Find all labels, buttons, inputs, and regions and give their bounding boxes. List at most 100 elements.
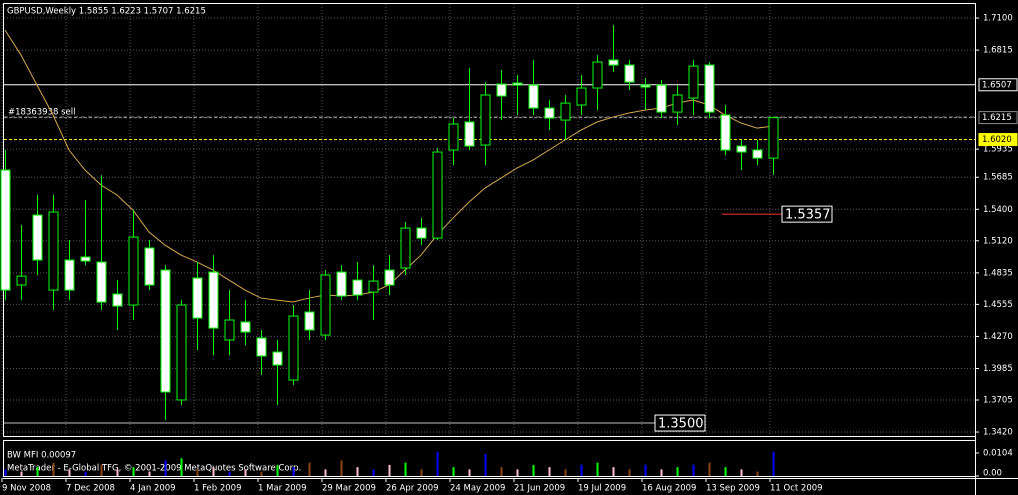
mfi-bar bbox=[484, 453, 487, 476]
candle-body bbox=[672, 94, 683, 113]
price-label-box bbox=[654, 414, 706, 432]
mfi-bar bbox=[228, 471, 231, 476]
order-label: #18363938 sell bbox=[8, 108, 75, 118]
price-line-box bbox=[978, 78, 1018, 92]
price-label-box bbox=[781, 205, 833, 223]
x-tick-label: 26 Apr 2009 bbox=[386, 484, 439, 494]
y-tick-label: 1.7100 bbox=[983, 14, 1013, 24]
candle-body bbox=[256, 337, 267, 357]
candle-body bbox=[752, 149, 763, 159]
mfi-bar bbox=[596, 462, 599, 476]
candle-body bbox=[32, 214, 43, 261]
candle-body bbox=[64, 259, 75, 291]
candle-body bbox=[640, 84, 651, 88]
candle-body bbox=[208, 271, 219, 329]
mfi-bar bbox=[212, 467, 215, 476]
mfi-bar bbox=[676, 467, 679, 476]
mfi-bar bbox=[580, 464, 583, 476]
mfi-bar bbox=[708, 462, 711, 476]
mfi-bar bbox=[436, 451, 439, 476]
candle-body bbox=[480, 94, 491, 146]
candle-body bbox=[320, 274, 331, 336]
candle-body bbox=[336, 271, 347, 297]
x-tick-label: 24 May 2009 bbox=[450, 484, 505, 494]
mfi-bar bbox=[564, 469, 567, 476]
candle-body bbox=[304, 311, 315, 331]
candle-body bbox=[720, 114, 731, 151]
mfi-bar bbox=[356, 467, 359, 476]
x-tick-label: 16 Aug 2009 bbox=[642, 484, 696, 494]
candle-body bbox=[656, 84, 667, 113]
candle-body bbox=[464, 121, 475, 147]
candle-body bbox=[576, 87, 587, 106]
y-tick-label: 1.3420 bbox=[983, 428, 1013, 438]
x-tick-label: 7 Dec 2008 bbox=[66, 484, 115, 494]
x-tick-label: 11 Oct 2009 bbox=[770, 484, 823, 494]
candle-body bbox=[224, 319, 235, 341]
candle-body bbox=[560, 102, 571, 121]
candle-body bbox=[496, 83, 507, 97]
mfi-bar bbox=[4, 469, 7, 476]
mfi-bar bbox=[724, 467, 727, 476]
price-line-box bbox=[978, 111, 1018, 125]
candle-body bbox=[512, 82, 523, 86]
mfi-bar bbox=[388, 464, 391, 476]
mfi-bar bbox=[244, 469, 247, 476]
candle-body bbox=[528, 84, 539, 109]
y-tick-label: 1.5400 bbox=[983, 205, 1013, 215]
mfi-bar bbox=[116, 469, 119, 476]
price-line-label: 1.6020 bbox=[982, 135, 1012, 145]
mfi-bar bbox=[324, 469, 327, 476]
indicator-tick-label: 0.0104 bbox=[983, 448, 1013, 458]
candle-body bbox=[240, 321, 251, 333]
mfi-bar bbox=[756, 471, 759, 476]
candle-body bbox=[48, 211, 59, 291]
candle-body bbox=[368, 280, 379, 293]
x-tick-label: 19 Jul 2009 bbox=[578, 484, 626, 494]
mfi-bar bbox=[164, 460, 167, 476]
candle-body bbox=[432, 151, 443, 239]
mfi-bar bbox=[68, 469, 71, 476]
mfi-bar bbox=[132, 467, 135, 476]
header: GBPUSD,Weekly 1.5855 1.6223 1.5707 1.621… bbox=[7, 7, 206, 17]
mfi-bar bbox=[100, 464, 103, 476]
y-tick-label: 1.4835 bbox=[983, 268, 1013, 278]
candle-body bbox=[768, 117, 779, 159]
candle-body bbox=[352, 279, 363, 296]
candle-body bbox=[736, 145, 747, 153]
candle-body bbox=[608, 59, 619, 66]
mfi-bar bbox=[308, 462, 311, 476]
candle-body bbox=[288, 315, 299, 381]
y-tick-label: 1.5935 bbox=[983, 145, 1013, 155]
y-tick-label: 1.4270 bbox=[983, 332, 1013, 342]
x-tick-label: 9 Nov 2008 bbox=[2, 484, 51, 494]
candle-body bbox=[272, 351, 283, 366]
y-tick-label: 1.3985 bbox=[983, 364, 1013, 374]
y-tick-label: 1.3705 bbox=[983, 395, 1013, 405]
y-tick-label: 1.5120 bbox=[983, 236, 1013, 246]
indicator-tick-label: 0.00 bbox=[983, 469, 1002, 479]
candle-body bbox=[144, 247, 155, 286]
mfi-bar bbox=[372, 469, 375, 476]
mfi-bar bbox=[36, 467, 39, 476]
candle-body bbox=[448, 123, 459, 151]
mfi-bar bbox=[404, 462, 407, 476]
y-tick-label: 1.5685 bbox=[983, 173, 1013, 183]
mfi-bar bbox=[20, 471, 23, 476]
candle-body bbox=[16, 275, 27, 286]
candle-body bbox=[80, 256, 91, 262]
candle-body bbox=[400, 227, 411, 269]
mfi-bar bbox=[180, 458, 183, 476]
candle-body bbox=[0, 169, 11, 291]
candle-body bbox=[128, 236, 139, 306]
candle-body bbox=[96, 261, 107, 303]
x-tick-label: 1 Feb 2009 bbox=[194, 484, 242, 494]
mfi-bar bbox=[500, 467, 503, 476]
mfi-bar bbox=[276, 464, 279, 476]
mfi-bar bbox=[452, 467, 455, 476]
price-label: 1.5357 bbox=[785, 208, 831, 223]
x-tick-label: 21 Jun 2009 bbox=[514, 484, 565, 494]
x-tick-label: 1 Mar 2009 bbox=[258, 484, 306, 494]
